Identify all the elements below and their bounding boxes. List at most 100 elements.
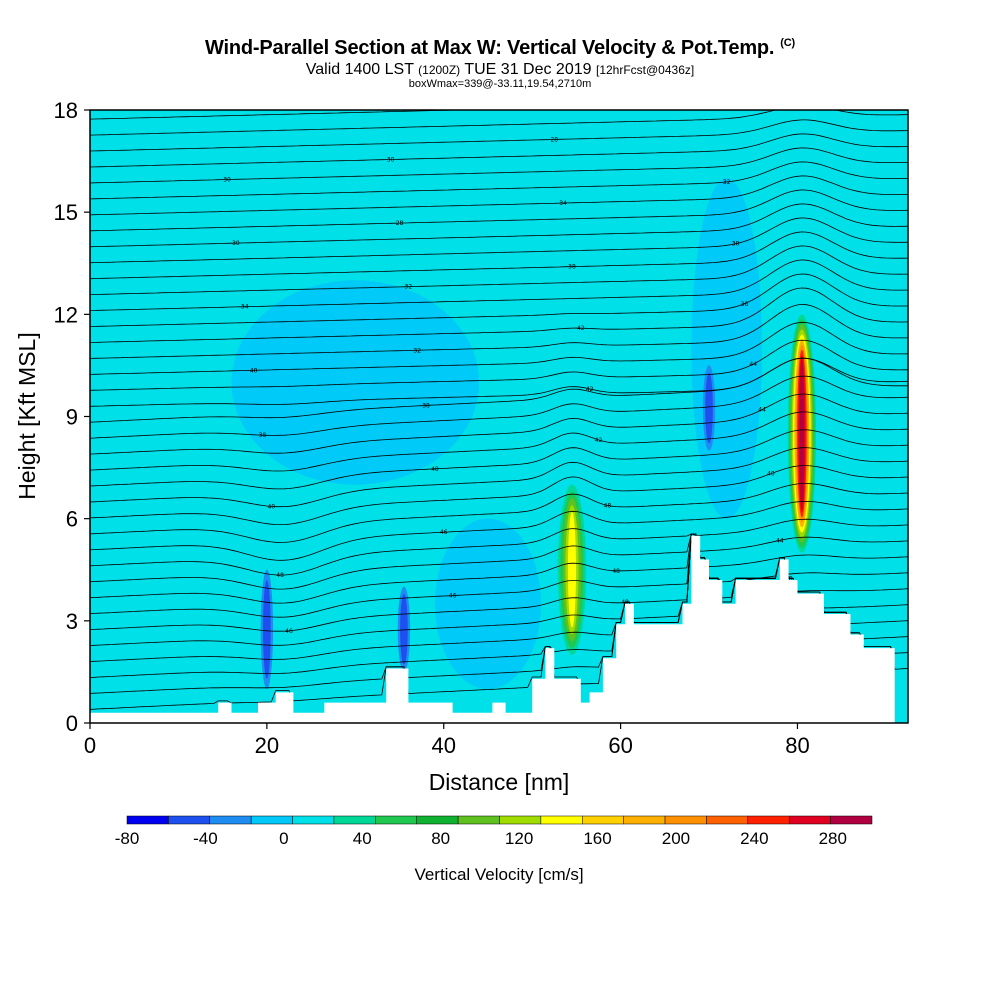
contour-label: 44 bbox=[749, 361, 757, 368]
contour-label: 36 bbox=[741, 301, 749, 308]
y-axis-label: Height [Kft MSL] bbox=[14, 332, 40, 499]
velocity-contour-fill bbox=[567, 511, 576, 628]
weak-updraft-patch bbox=[448, 144, 511, 349]
colorbar-tick-label: 120 bbox=[505, 829, 533, 848]
theta-contour-line bbox=[90, 259, 908, 311]
colorbar-swatch bbox=[168, 815, 211, 825]
contour-label: 44 bbox=[776, 537, 784, 544]
velocity-contour-fill bbox=[705, 372, 713, 444]
chart-title-text: Wind-Parallel Section at Max W: Vertical… bbox=[205, 37, 775, 59]
theta-contour-line bbox=[90, 110, 908, 136]
colorbar-swatch bbox=[292, 815, 335, 825]
theta-contour-line bbox=[90, 533, 908, 604]
downdraft-core bbox=[702, 365, 716, 451]
colorbar-swatch bbox=[788, 815, 831, 825]
contour-label: 42 bbox=[586, 386, 594, 393]
contour-label: 44 bbox=[758, 407, 766, 414]
contour-label: 46 bbox=[285, 628, 293, 635]
contour-label: 48 bbox=[612, 568, 620, 575]
theta-contour-line bbox=[90, 447, 908, 508]
valid-zulu: (1200Z) bbox=[418, 63, 461, 77]
x-tick-label: 20 bbox=[255, 733, 279, 758]
colorbar-swatch bbox=[623, 815, 666, 825]
y-tick-label: 6 bbox=[66, 507, 78, 532]
contour-label: 32 bbox=[405, 284, 413, 291]
valid-time: Valid 1400 LST bbox=[305, 61, 414, 78]
contour-label: 34 bbox=[241, 304, 249, 311]
contour-label: 48 bbox=[621, 599, 629, 606]
y-tick-label: 18 bbox=[54, 98, 78, 123]
x-axis: 0 20 40 60 80 bbox=[84, 723, 810, 758]
x-tick-label: 60 bbox=[608, 733, 632, 758]
colorbar-swatch bbox=[457, 815, 500, 825]
contour-label: 38 bbox=[259, 432, 267, 439]
terrain-mask bbox=[90, 535, 895, 723]
weak-downdraft-patch bbox=[434, 518, 542, 689]
colorbar-swatch bbox=[540, 815, 583, 825]
x-tick-label: 0 bbox=[84, 733, 96, 758]
y-tick-label: 3 bbox=[66, 609, 78, 634]
downdraft-core bbox=[397, 586, 411, 672]
y-tick-label: 0 bbox=[66, 711, 78, 736]
contour-label: 48 bbox=[276, 572, 284, 579]
theta-contour-line bbox=[90, 483, 908, 543]
theta-contour-line bbox=[90, 245, 908, 295]
theta-contour-line bbox=[90, 533, 908, 590]
contour-label: 38 bbox=[422, 402, 430, 409]
colorbar-swatch bbox=[830, 815, 873, 825]
weak-downdraft-patch bbox=[231, 280, 480, 485]
theta-contour-line bbox=[90, 500, 908, 561]
x-tick-label: 80 bbox=[785, 733, 809, 758]
valid-date: TUE 31 Dec 2019 bbox=[464, 61, 592, 78]
y-axis: 0 3 6 9 12 15 18 bbox=[54, 98, 90, 736]
weak-updraft-patch bbox=[797, 110, 869, 281]
theta-contour-line bbox=[90, 189, 908, 232]
colorbar-swatch bbox=[333, 815, 376, 825]
colorbar-swatch bbox=[664, 815, 707, 825]
contour-label: 46 bbox=[449, 593, 457, 600]
contour-label: 42 bbox=[595, 437, 603, 444]
contour-label: 46 bbox=[440, 529, 448, 536]
theta-contour-line bbox=[90, 147, 908, 184]
theta-contour-line bbox=[90, 231, 908, 280]
colorbar-swatch bbox=[126, 815, 169, 825]
theta-contour-line bbox=[90, 175, 908, 216]
theta-contour-line bbox=[90, 273, 908, 327]
contour-label: 30 bbox=[232, 240, 240, 247]
theta-contour-line bbox=[90, 533, 908, 618]
weak-updraft-patch bbox=[647, 450, 683, 587]
contour-label: 32 bbox=[413, 347, 421, 354]
colorbar-swatch bbox=[499, 815, 542, 825]
contour-label: 32 bbox=[723, 179, 731, 186]
velocity-contour-fill bbox=[400, 594, 408, 665]
weak-updraft-patch bbox=[90, 450, 161, 655]
colorbar-swatch bbox=[706, 815, 749, 825]
contour-label: 30 bbox=[223, 177, 231, 184]
theta-contour-line bbox=[90, 321, 908, 375]
colorbar-swatch bbox=[416, 815, 459, 825]
colorbar-tick-label: 40 bbox=[353, 829, 372, 848]
contour-label: 30 bbox=[732, 241, 740, 248]
theta-contour-line bbox=[90, 287, 908, 343]
theta-contour-line bbox=[90, 411, 908, 472]
theta-contour-line bbox=[90, 375, 908, 439]
colorbar-tick-label: 160 bbox=[583, 829, 611, 848]
theta-contour-line bbox=[90, 429, 908, 490]
colorbar-swatch bbox=[250, 815, 293, 825]
contour-label: 40 bbox=[250, 367, 258, 374]
theta-contour-line bbox=[90, 357, 908, 407]
weak-updraft-patch bbox=[187, 110, 241, 247]
updraft-core bbox=[557, 484, 587, 655]
colorbar-tick-label: -40 bbox=[193, 829, 218, 848]
colorbar-swatch bbox=[747, 815, 790, 825]
colorbar-tick-label: 0 bbox=[279, 829, 288, 848]
contour-label: 30 bbox=[387, 156, 395, 163]
forecast-info: [12hrFcst@0436z] bbox=[595, 63, 695, 77]
chart-title: Wind-Parallel Section at Max W: Vertical… bbox=[0, 37, 1000, 60]
contour-label: 42 bbox=[577, 325, 585, 332]
theta-contour-line bbox=[90, 533, 908, 632]
colorbar-swatch bbox=[375, 815, 417, 825]
colorbar-swatch bbox=[209, 815, 252, 825]
theta-contour-line bbox=[90, 133, 908, 168]
theta-contour-line bbox=[90, 110, 471, 120]
